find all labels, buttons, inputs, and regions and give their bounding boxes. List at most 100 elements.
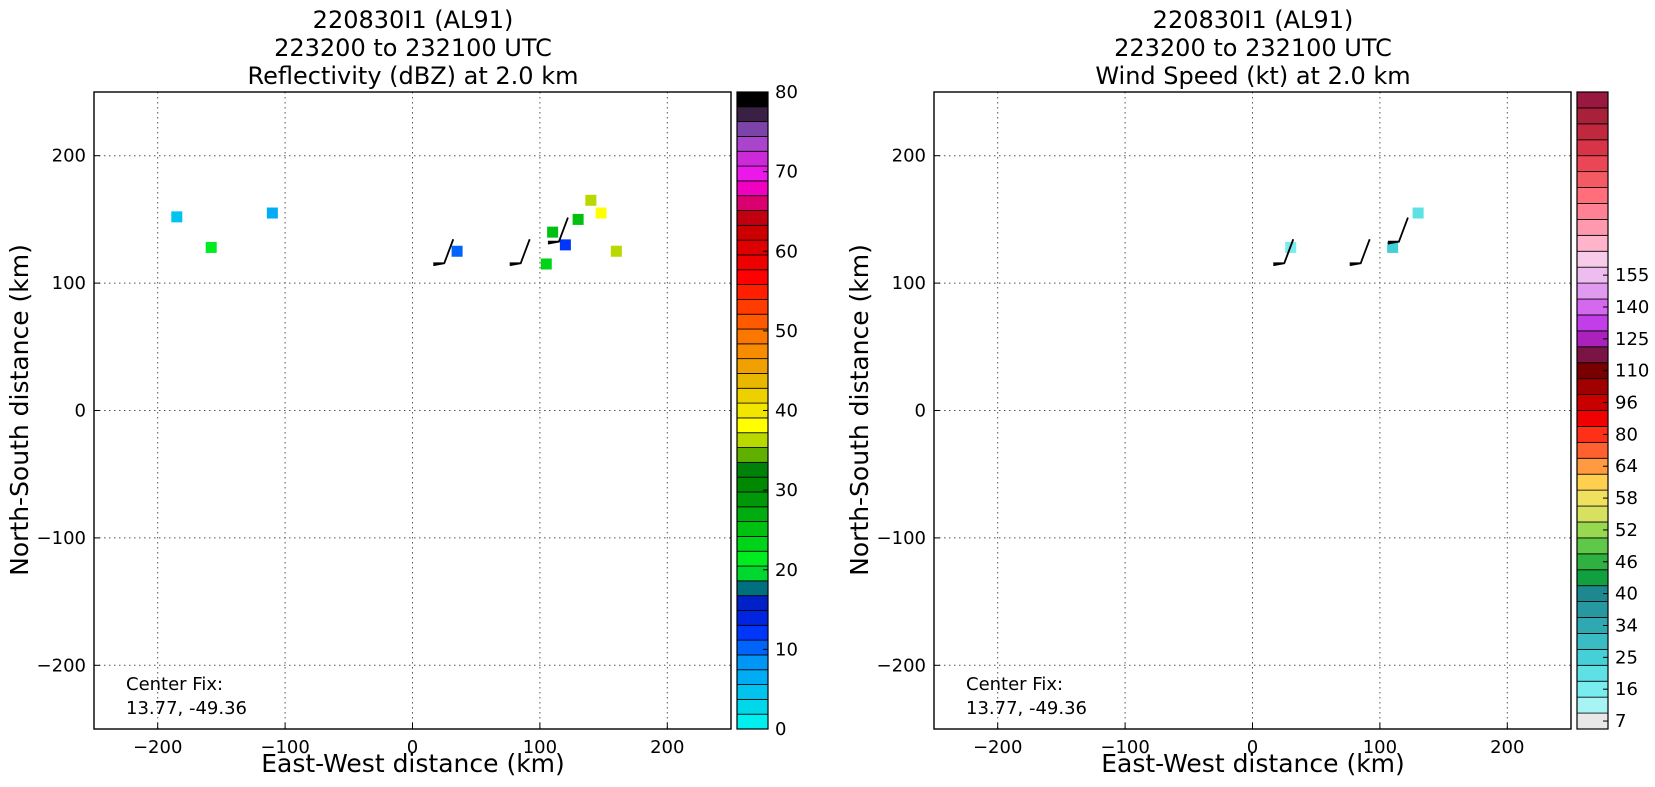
panel-wind-speed: 220830I1 (AL91) 223200 to 232100 UTC Win… [845,6,1649,778]
left-colorbar-bin [736,150,769,167]
left-data-cell [540,258,552,270]
left-colorbar-tick-label: 20 [775,560,798,581]
right-ylabel: North-South distance (km) [845,244,874,576]
right-colorbar-bin [1576,234,1609,252]
left-colorbar-bin [736,595,769,611]
left-colorbar-frame [736,91,769,730]
right-colorbar-bin [1576,664,1609,682]
right-colorbar-bin [1576,473,1609,491]
right-ytick-label: 100 [892,273,926,294]
left-colorbar-tick-label: 80 [775,82,798,103]
left-colorbar-bin [736,387,769,404]
right-colorbar-tick-label: 64 [1615,456,1638,477]
left-colorbar-bin [736,550,769,567]
left-xtick-label: −200 [133,737,182,758]
left-xtick-label: 200 [650,737,684,758]
left-colorbar-bin [736,121,769,137]
right-ytick-label: −200 [877,655,926,676]
right-colorbar-tick-label: 80 [1615,424,1638,445]
right-colorbar-tick-label: 52 [1615,520,1638,541]
left-colorbar-bin [736,506,769,523]
right-colorbar-bin [1576,314,1609,332]
left-title-line-3: Reflectivity (dBZ) at 2.0 km [248,62,579,90]
left-colorbar-tick-label: 60 [775,241,798,262]
right-ytick-label: 200 [892,146,926,167]
left-xtick-label: −100 [260,737,309,758]
right-colorbar-tick-label: 96 [1615,393,1638,414]
left-colorbar-bin [736,358,769,374]
left-colorbar-bin [736,610,769,626]
left-colorbar-bin [736,639,769,656]
left-data-cell [585,194,597,206]
right-title-line-2: 223200 to 232100 UTC [1114,34,1392,62]
left-wind-barb [547,217,569,245]
left-wind-barb [509,238,531,267]
right-center-fix-label: Center Fix: [966,674,1063,695]
left-data-cell [572,213,584,225]
left-colorbar-bin [736,224,769,241]
right-colorbar-bin [1576,123,1609,141]
left-colorbar-bin [736,343,769,360]
left-data-cell [205,241,217,253]
right-colorbar-bin [1576,155,1609,173]
right-xtick-label: 100 [1363,737,1397,758]
left-colorbar-tick-label: 50 [775,321,798,342]
right-ytick-label: −100 [877,528,926,549]
left-wind-barb [433,238,455,267]
right-colorbar-bin [1576,346,1609,364]
right-colorbar-tick-label: 34 [1615,615,1638,636]
left-ytick-label: −200 [37,655,86,676]
left-colorbar-tick-label: 10 [775,639,798,660]
right-colorbar-tick-label: 25 [1615,647,1638,668]
left-colorbar-bin [736,447,769,463]
left-colorbar-bin [736,565,769,582]
left-colorbar-bin [736,136,769,152]
left-colorbar-bin [736,239,769,256]
right-center-fix-coords: 13.77, -49.36 [966,698,1087,719]
left-colorbar-bin [736,417,769,434]
right-colorbar-bin [1576,139,1609,157]
right-colorbar-bin [1576,537,1609,555]
right-wind-barb [1273,238,1295,267]
left-colorbar-bin [736,106,769,123]
left-data-cell [171,211,183,223]
left-colorbar: 0 10 20 30 40 50 60 70 80 [736,82,798,740]
right-colorbar-bin [1576,633,1609,650]
left-colorbar-tick-label: 70 [775,162,798,183]
left-colorbar-bin [736,284,769,300]
right-ytick-label: 0 [915,401,926,422]
right-colorbar-bin [1576,187,1609,204]
right-data-cell [1387,241,1399,253]
left-title-line-1: 220830I1 (AL91) [313,6,514,34]
left-data-cell [547,226,559,238]
right-colorbar-bin [1576,410,1609,427]
right-xtick-label: −100 [1100,737,1149,758]
right-colorbar: 7 16 25 34 40 46 52 58 64 80 96 110 125 140 155 [1576,91,1649,732]
left-colorbar-bin [736,432,769,448]
right-wind-barb [1387,217,1409,245]
right-colorbar-bin [1576,171,1609,188]
right-colorbar-bin [1576,601,1609,618]
right-colorbar-bin [1576,282,1609,300]
right-colorbar-tick-label: 7 [1615,711,1626,732]
right-colorbar-tick-label: 110 [1615,361,1649,382]
right-data-cell [1412,207,1424,219]
right-colorbar-bin [1576,505,1609,523]
left-ylabel: North-South distance (km) [5,244,34,576]
left-data-cell [559,239,571,251]
left-data-cell [595,207,607,219]
left-title-line-2: 223200 to 232100 UTC [274,34,552,62]
right-colorbar-tick-label: 40 [1615,584,1638,605]
left-xtick-label: 0 [407,737,418,758]
right-colorbar-bin [1576,250,1609,268]
right-title-line-3: Wind Speed (kt) at 2.0 km [1095,62,1410,90]
right-colorbar-bin [1576,203,1609,220]
right-plot-area: −200 −100 0 100 200 −200 −100 0 100 200 [877,92,1571,758]
left-ytick-label: 0 [75,401,86,422]
left-colorbar-bin [736,684,769,700]
right-colorbar-tick-label: 140 [1615,297,1649,318]
left-xlabel: East-West distance (km) [261,749,565,778]
left-colorbar-bin [736,580,769,597]
right-colorbar-tick-label: 155 [1615,265,1649,286]
